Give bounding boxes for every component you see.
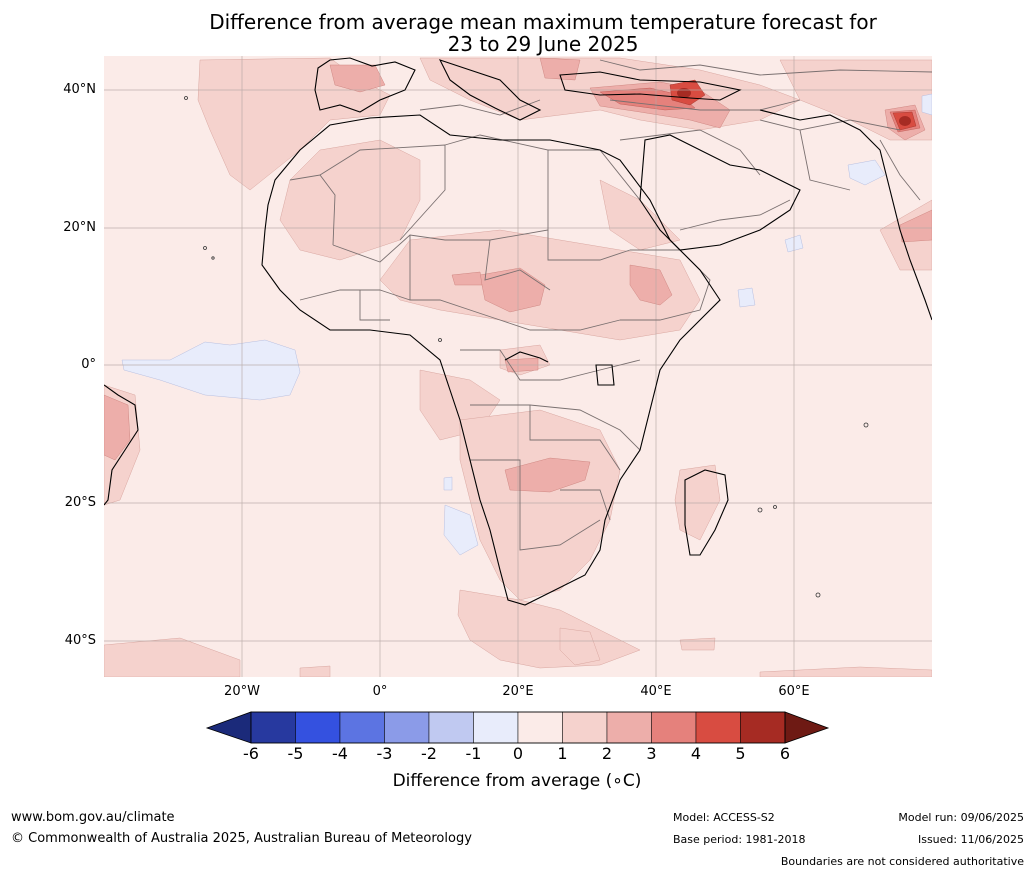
islands xyxy=(184,96,869,598)
colorbar-swatch xyxy=(384,711,430,744)
colorbar-label: Difference from average (∘C) xyxy=(392,771,642,791)
lon-label-0: 0° xyxy=(372,684,388,699)
colorbar xyxy=(205,711,830,744)
lat-label-20n: 20°N xyxy=(63,220,96,235)
colorbar-tick: 2 xyxy=(601,744,613,763)
colorbar-swatch xyxy=(606,711,652,744)
colorbar-tick: -4 xyxy=(332,744,348,763)
colorbar-swatch xyxy=(250,711,296,744)
colorbar-swatch xyxy=(651,711,697,744)
map-frame[interactable] xyxy=(104,56,932,677)
footer-model: Model: ACCESS-S2 xyxy=(673,811,775,824)
lat-label-40s: 40°S xyxy=(64,633,96,648)
lon-label-20e: 20°E xyxy=(502,684,534,699)
map-title-line-1: Difference from average mean maximum tem… xyxy=(209,10,877,34)
footer-boundaries: Boundaries are not considered authoritat… xyxy=(780,855,1024,868)
colorbar-tick: 6 xyxy=(779,744,791,763)
colorbar-tick: 0 xyxy=(512,744,524,763)
colorbar-swatch xyxy=(517,711,563,744)
footer-base-period: Base period: 1981-2018 xyxy=(673,833,806,846)
colorbar-tick: -5 xyxy=(287,744,304,763)
country-borders xyxy=(289,59,932,551)
colorbar-swatch xyxy=(428,711,474,744)
graticule xyxy=(104,56,932,677)
lat-label-0: 0° xyxy=(81,357,96,372)
anomaly-negative-regions xyxy=(121,93,932,556)
colorbar-swatch xyxy=(339,711,385,744)
footer-issued: Issued: 11/06/2025 xyxy=(917,833,1024,846)
lon-label-20w: 20°W xyxy=(224,684,260,699)
colorbar-swatch xyxy=(695,711,741,744)
colorbar-tick: 5 xyxy=(735,744,746,763)
colorbar-swatch xyxy=(295,711,341,744)
colorbar-swatch xyxy=(562,711,608,744)
lon-label-60e: 60°E xyxy=(778,684,810,699)
colorbar-tick: 4 xyxy=(690,744,702,763)
anomaly-5-6-regions xyxy=(677,88,911,126)
lon-label-40e: 40°E xyxy=(640,684,672,699)
colorbar-tick: -3 xyxy=(376,744,393,763)
colorbar-under-arrow xyxy=(205,711,252,744)
footer-copyright: © Commonwealth of Australia 2025, Austra… xyxy=(11,831,472,846)
colorbar-swatch xyxy=(473,711,519,744)
colorbar-tick: -6 xyxy=(243,744,259,763)
lat-label-40n: 40°N xyxy=(63,82,96,97)
map-title-line-2: 23 to 29 June 2025 xyxy=(447,32,639,56)
colorbar-swatch xyxy=(740,711,786,744)
footer-model-run: Model run: 09/06/2025 xyxy=(898,811,1024,824)
colorbar-tick: -2 xyxy=(421,744,437,763)
colorbar-tick: -1 xyxy=(465,744,482,763)
colorbar-tick: 3 xyxy=(646,744,657,763)
colorbar-tick: 1 xyxy=(557,744,568,763)
colorbar-swatches xyxy=(250,711,786,744)
coastlines xyxy=(104,57,932,606)
footer-url[interactable]: www.bom.gov.au/climate xyxy=(11,810,175,825)
lat-label-20s: 20°S xyxy=(64,495,96,510)
colorbar-over-arrow xyxy=(784,711,830,744)
